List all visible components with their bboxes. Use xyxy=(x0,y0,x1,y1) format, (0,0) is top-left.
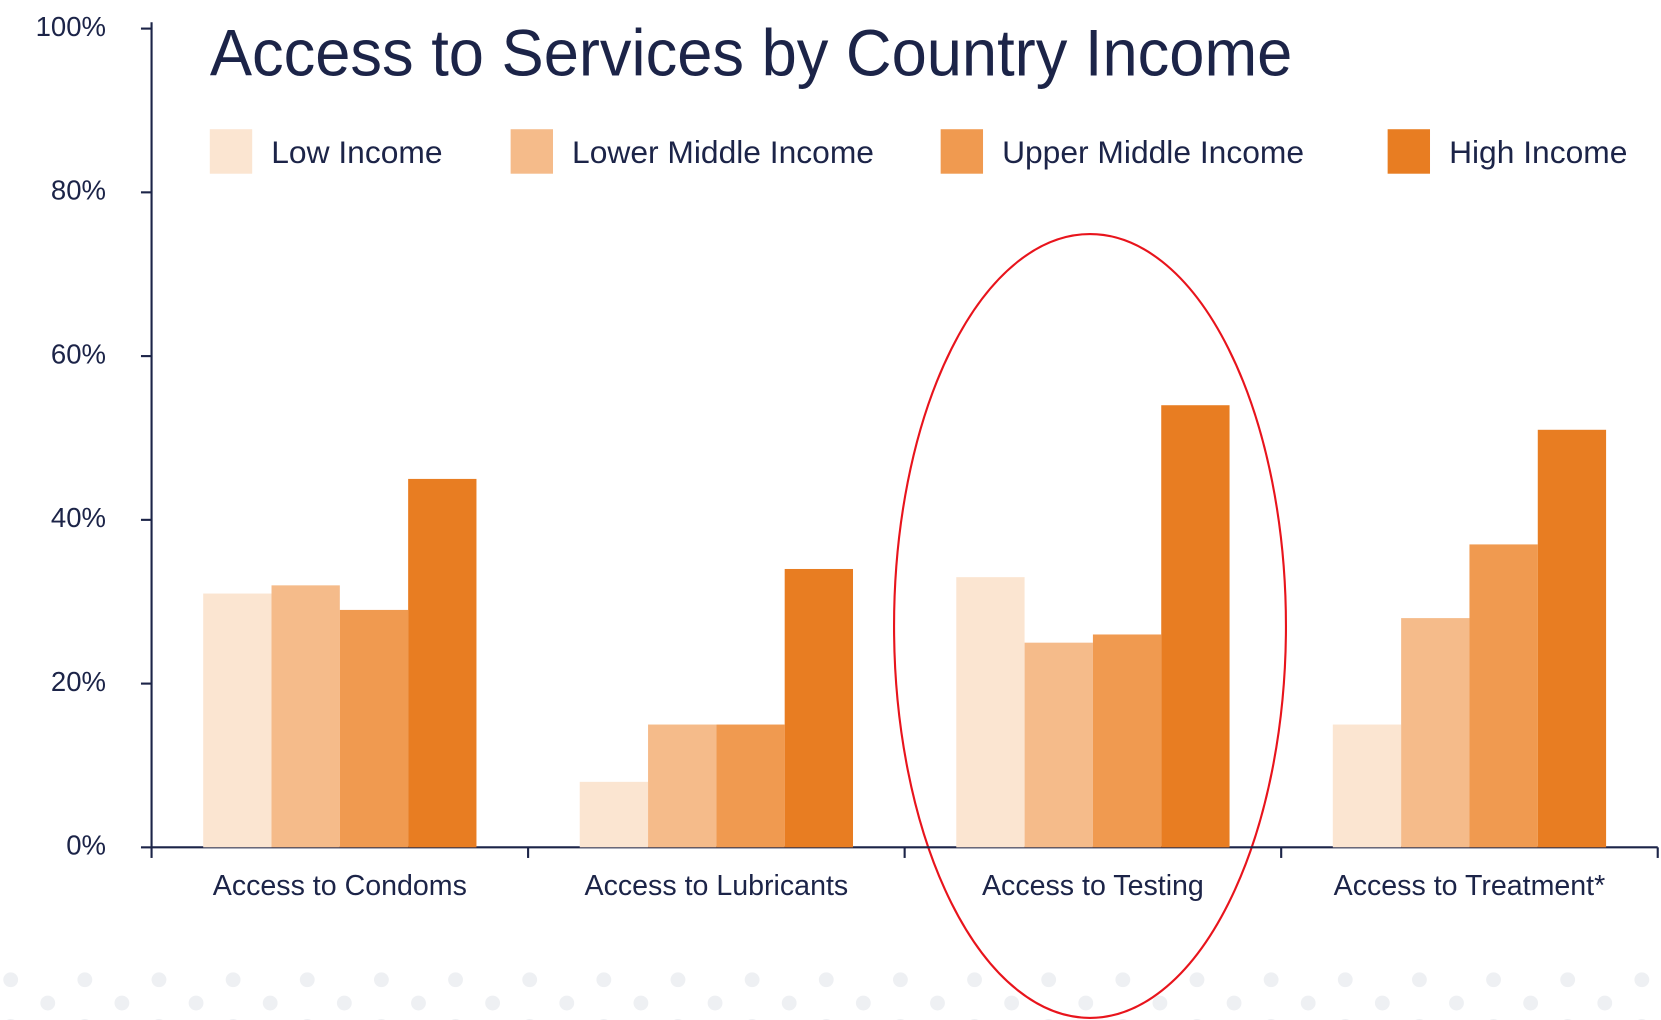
y-tick-label: 60% xyxy=(51,338,106,369)
dot xyxy=(336,995,352,1011)
dot xyxy=(1152,995,1168,1011)
dot xyxy=(1189,972,1205,988)
legend-swatch xyxy=(510,129,553,174)
dot xyxy=(77,972,93,988)
legend-label: Lower Middle Income xyxy=(572,134,874,170)
bar xyxy=(339,609,409,848)
dot xyxy=(40,995,56,1011)
dot xyxy=(855,995,871,1011)
legend-swatch xyxy=(940,129,984,174)
bar xyxy=(1024,642,1093,848)
dot xyxy=(151,972,167,988)
dot xyxy=(744,972,760,988)
bar xyxy=(784,568,854,848)
dot xyxy=(1411,972,1427,988)
dot xyxy=(892,972,908,988)
dot xyxy=(1078,995,1094,1011)
dot xyxy=(1300,995,1316,1011)
legend-label: Low Income xyxy=(271,134,442,170)
dot xyxy=(1337,972,1353,988)
dot xyxy=(781,995,797,1011)
dot xyxy=(448,972,463,988)
dot xyxy=(225,972,241,988)
dot xyxy=(485,995,501,1011)
dot xyxy=(3,972,19,988)
bar xyxy=(203,593,272,848)
bar xyxy=(1332,724,1402,848)
legend-swatch xyxy=(209,129,253,174)
legend-swatch xyxy=(1387,129,1431,174)
dot xyxy=(373,972,389,988)
y-tick-label: 100% xyxy=(36,11,106,42)
dot xyxy=(1523,995,1539,1011)
dot xyxy=(1041,972,1057,988)
bar xyxy=(716,724,785,848)
bar xyxy=(956,577,1025,848)
dot xyxy=(1004,995,1020,1011)
bar xyxy=(579,781,649,848)
dot xyxy=(707,995,723,1011)
dot xyxy=(114,995,130,1011)
y-tick-label: 0% xyxy=(66,830,106,861)
x-tick-label: Access to Condoms xyxy=(213,870,467,902)
dot xyxy=(1226,995,1242,1011)
x-tick-label: Access to Testing xyxy=(982,870,1204,902)
legend-label: High Income xyxy=(1449,134,1627,170)
dot xyxy=(559,995,575,1011)
dot xyxy=(1374,995,1390,1011)
bar xyxy=(408,478,477,848)
dot xyxy=(1486,972,1501,988)
dot xyxy=(522,972,538,988)
dot xyxy=(818,972,834,988)
bar xyxy=(1092,634,1162,848)
dot xyxy=(930,995,945,1011)
dot xyxy=(188,995,204,1011)
dot xyxy=(670,972,686,988)
bar xyxy=(1537,429,1607,848)
dot xyxy=(411,995,426,1011)
bar xyxy=(271,585,340,848)
y-tick-label: 80% xyxy=(51,175,106,206)
bar xyxy=(1401,618,1470,848)
dot xyxy=(262,995,278,1011)
dot xyxy=(1597,995,1613,1011)
dot xyxy=(1115,972,1131,988)
y-tick-label: 40% xyxy=(51,502,106,533)
highlight-ellipse xyxy=(892,233,1288,1019)
x-tick-label: Access to Treatment* xyxy=(1334,870,1606,902)
dot xyxy=(967,972,982,988)
y-tick-label: 20% xyxy=(51,666,106,697)
chart-title: Access to Services by Country Income xyxy=(210,17,1292,90)
dot xyxy=(1560,972,1576,988)
dot xyxy=(1263,972,1279,988)
bar xyxy=(1469,544,1538,848)
dot xyxy=(1449,995,1464,1011)
bar xyxy=(648,724,717,848)
dot xyxy=(596,972,612,988)
dot xyxy=(633,995,649,1011)
dot xyxy=(1634,972,1650,988)
legend-label: Upper Middle Income xyxy=(1002,134,1304,170)
background-dots xyxy=(3,972,1650,1020)
bar xyxy=(1161,405,1230,848)
x-tick-label: Access to Lubricants xyxy=(585,870,849,902)
dot xyxy=(299,972,315,988)
